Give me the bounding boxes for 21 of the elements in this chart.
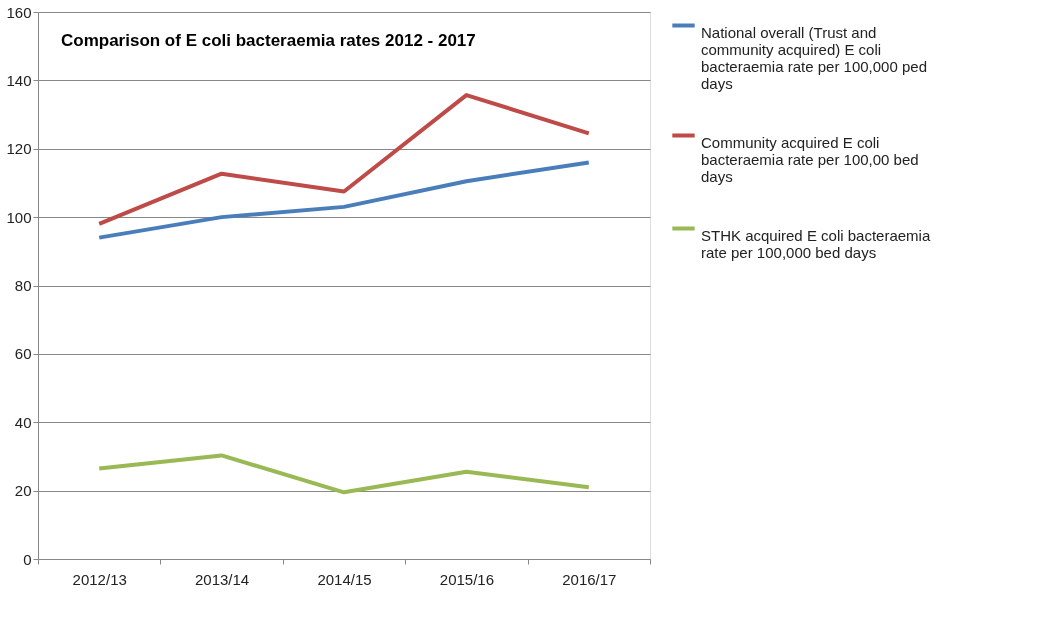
- legend-label: Community acquired E coli bacteraemia rate per 100,00 bed days: [701, 133, 919, 185]
- y-tick-label: 120: [6, 140, 32, 158]
- line-series: [97, 160, 591, 240]
- x-tick-label: 2014/15: [317, 570, 372, 588]
- x-tick-label: 2015/16: [439, 570, 495, 588]
- x-tick-label: 2012/13: [72, 570, 127, 588]
- y-tick-label: 0: [23, 550, 32, 568]
- line-series: [97, 93, 591, 226]
- x-tick-label: 2013/14: [194, 570, 250, 588]
- y-tick-label: 20: [14, 482, 32, 500]
- line-series: [97, 453, 591, 495]
- legend-label: National overall (Trust and community acquired) E coli bacteraemia rate per 100,000 ped days: [701, 23, 927, 92]
- y-tick-label: 100: [6, 208, 32, 226]
- y-tick-label: 140: [6, 71, 32, 89]
- y-tick-label: 160: [6, 3, 32, 21]
- legend-label: STHK acquired E coli bacteraemia rate per 100,000 bed days: [701, 226, 931, 261]
- y-tick-label: 40: [14, 413, 32, 431]
- x-tick-label: 2016/17: [562, 570, 617, 588]
- y-tick-label: 80: [14, 277, 32, 294]
- text: Comparison of E coli bacteraemia rates 2012 - 2017: [60, 31, 476, 50]
- y-tick-label: 60: [14, 345, 32, 363]
